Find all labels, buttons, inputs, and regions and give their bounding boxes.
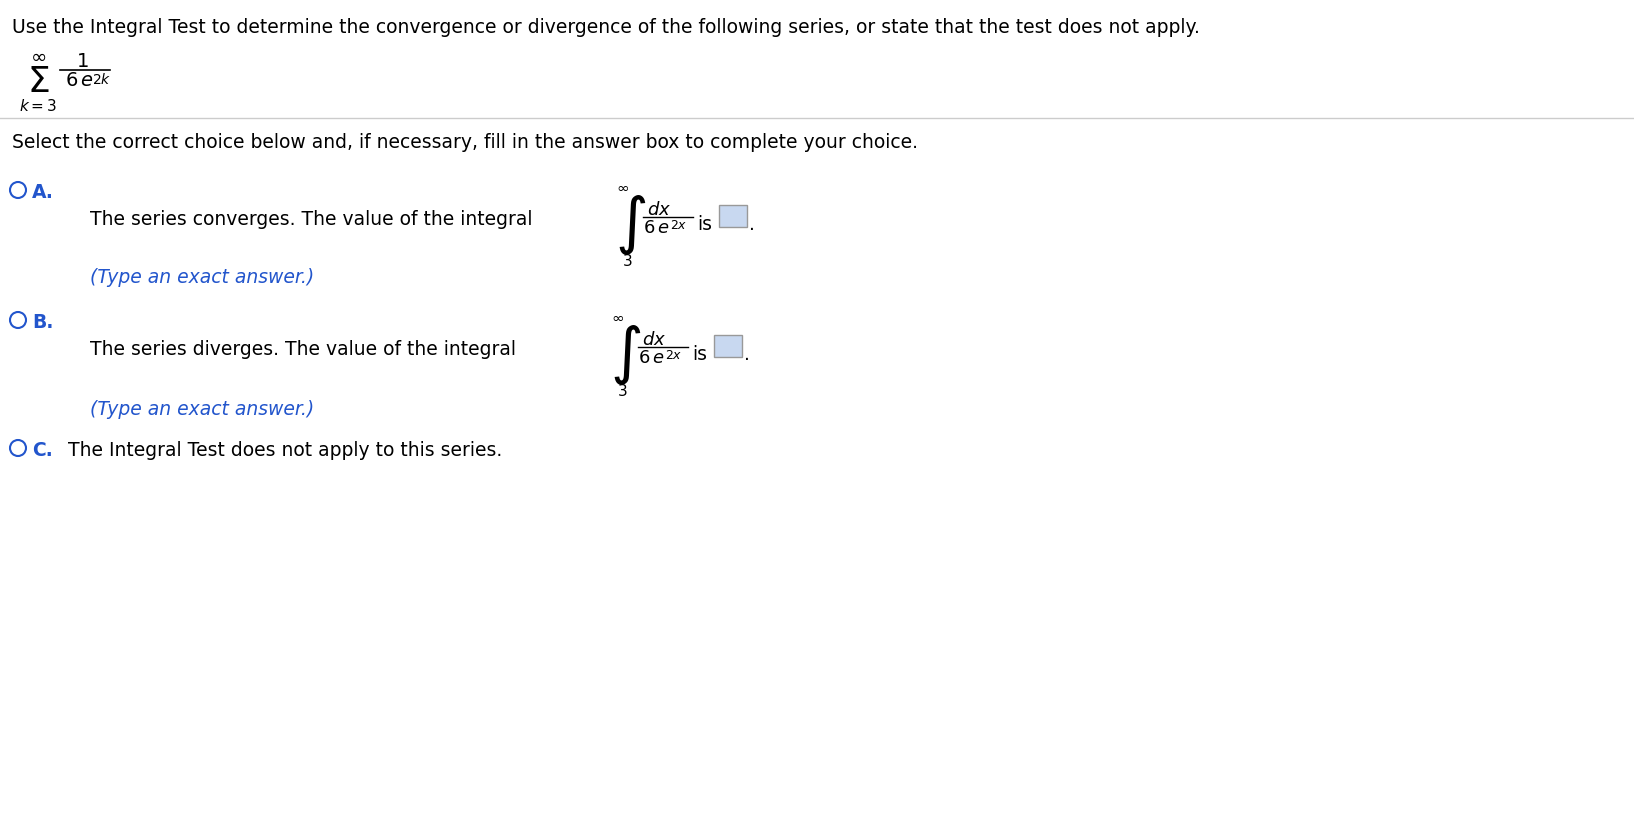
Text: (Type an exact answer.): (Type an exact answer.) — [90, 400, 314, 419]
Text: The series converges. The value of the integral: The series converges. The value of the i… — [90, 210, 533, 229]
Text: $2k$: $2k$ — [92, 72, 111, 87]
Text: $6\,e$: $6\,e$ — [65, 72, 93, 90]
FancyBboxPatch shape — [714, 335, 742, 357]
Text: $3$: $3$ — [616, 383, 627, 399]
Text: $\infty$: $\infty$ — [29, 48, 46, 66]
Text: $\infty$: $\infty$ — [611, 311, 624, 325]
Text: $6\,e$: $6\,e$ — [644, 219, 670, 237]
Text: B.: B. — [33, 313, 54, 332]
Text: C.: C. — [33, 441, 52, 460]
Text: A.: A. — [33, 183, 54, 202]
Text: $\int$: $\int$ — [614, 193, 645, 257]
Text: The series diverges. The value of the integral: The series diverges. The value of the in… — [90, 340, 516, 359]
Text: is: is — [693, 345, 708, 364]
Text: $dx$: $dx$ — [642, 331, 667, 349]
Text: $\infty$: $\infty$ — [616, 181, 629, 195]
Text: $\Sigma$: $\Sigma$ — [26, 65, 49, 99]
Text: $2x$: $2x$ — [670, 219, 688, 232]
Text: $1$: $1$ — [75, 53, 88, 71]
Text: is: is — [698, 215, 712, 234]
Text: (Type an exact answer.): (Type an exact answer.) — [90, 268, 314, 287]
Text: $\int$: $\int$ — [609, 323, 641, 387]
Text: $dx$: $dx$ — [647, 201, 672, 219]
Text: $3$: $3$ — [623, 253, 632, 269]
Text: .: . — [748, 215, 755, 234]
Text: The Integral Test does not apply to this series.: The Integral Test does not apply to this… — [62, 441, 502, 460]
FancyBboxPatch shape — [719, 205, 747, 227]
Text: $2x$: $2x$ — [665, 349, 683, 362]
Text: Select the correct choice below and, if necessary, fill in the answer box to com: Select the correct choice below and, if … — [11, 133, 918, 152]
Text: $k=3$: $k=3$ — [20, 98, 57, 114]
Text: .: . — [743, 345, 750, 364]
Text: $6\,e$: $6\,e$ — [637, 349, 665, 367]
Text: Use the Integral Test to determine the convergence or divergence of the followin: Use the Integral Test to determine the c… — [11, 18, 1199, 37]
